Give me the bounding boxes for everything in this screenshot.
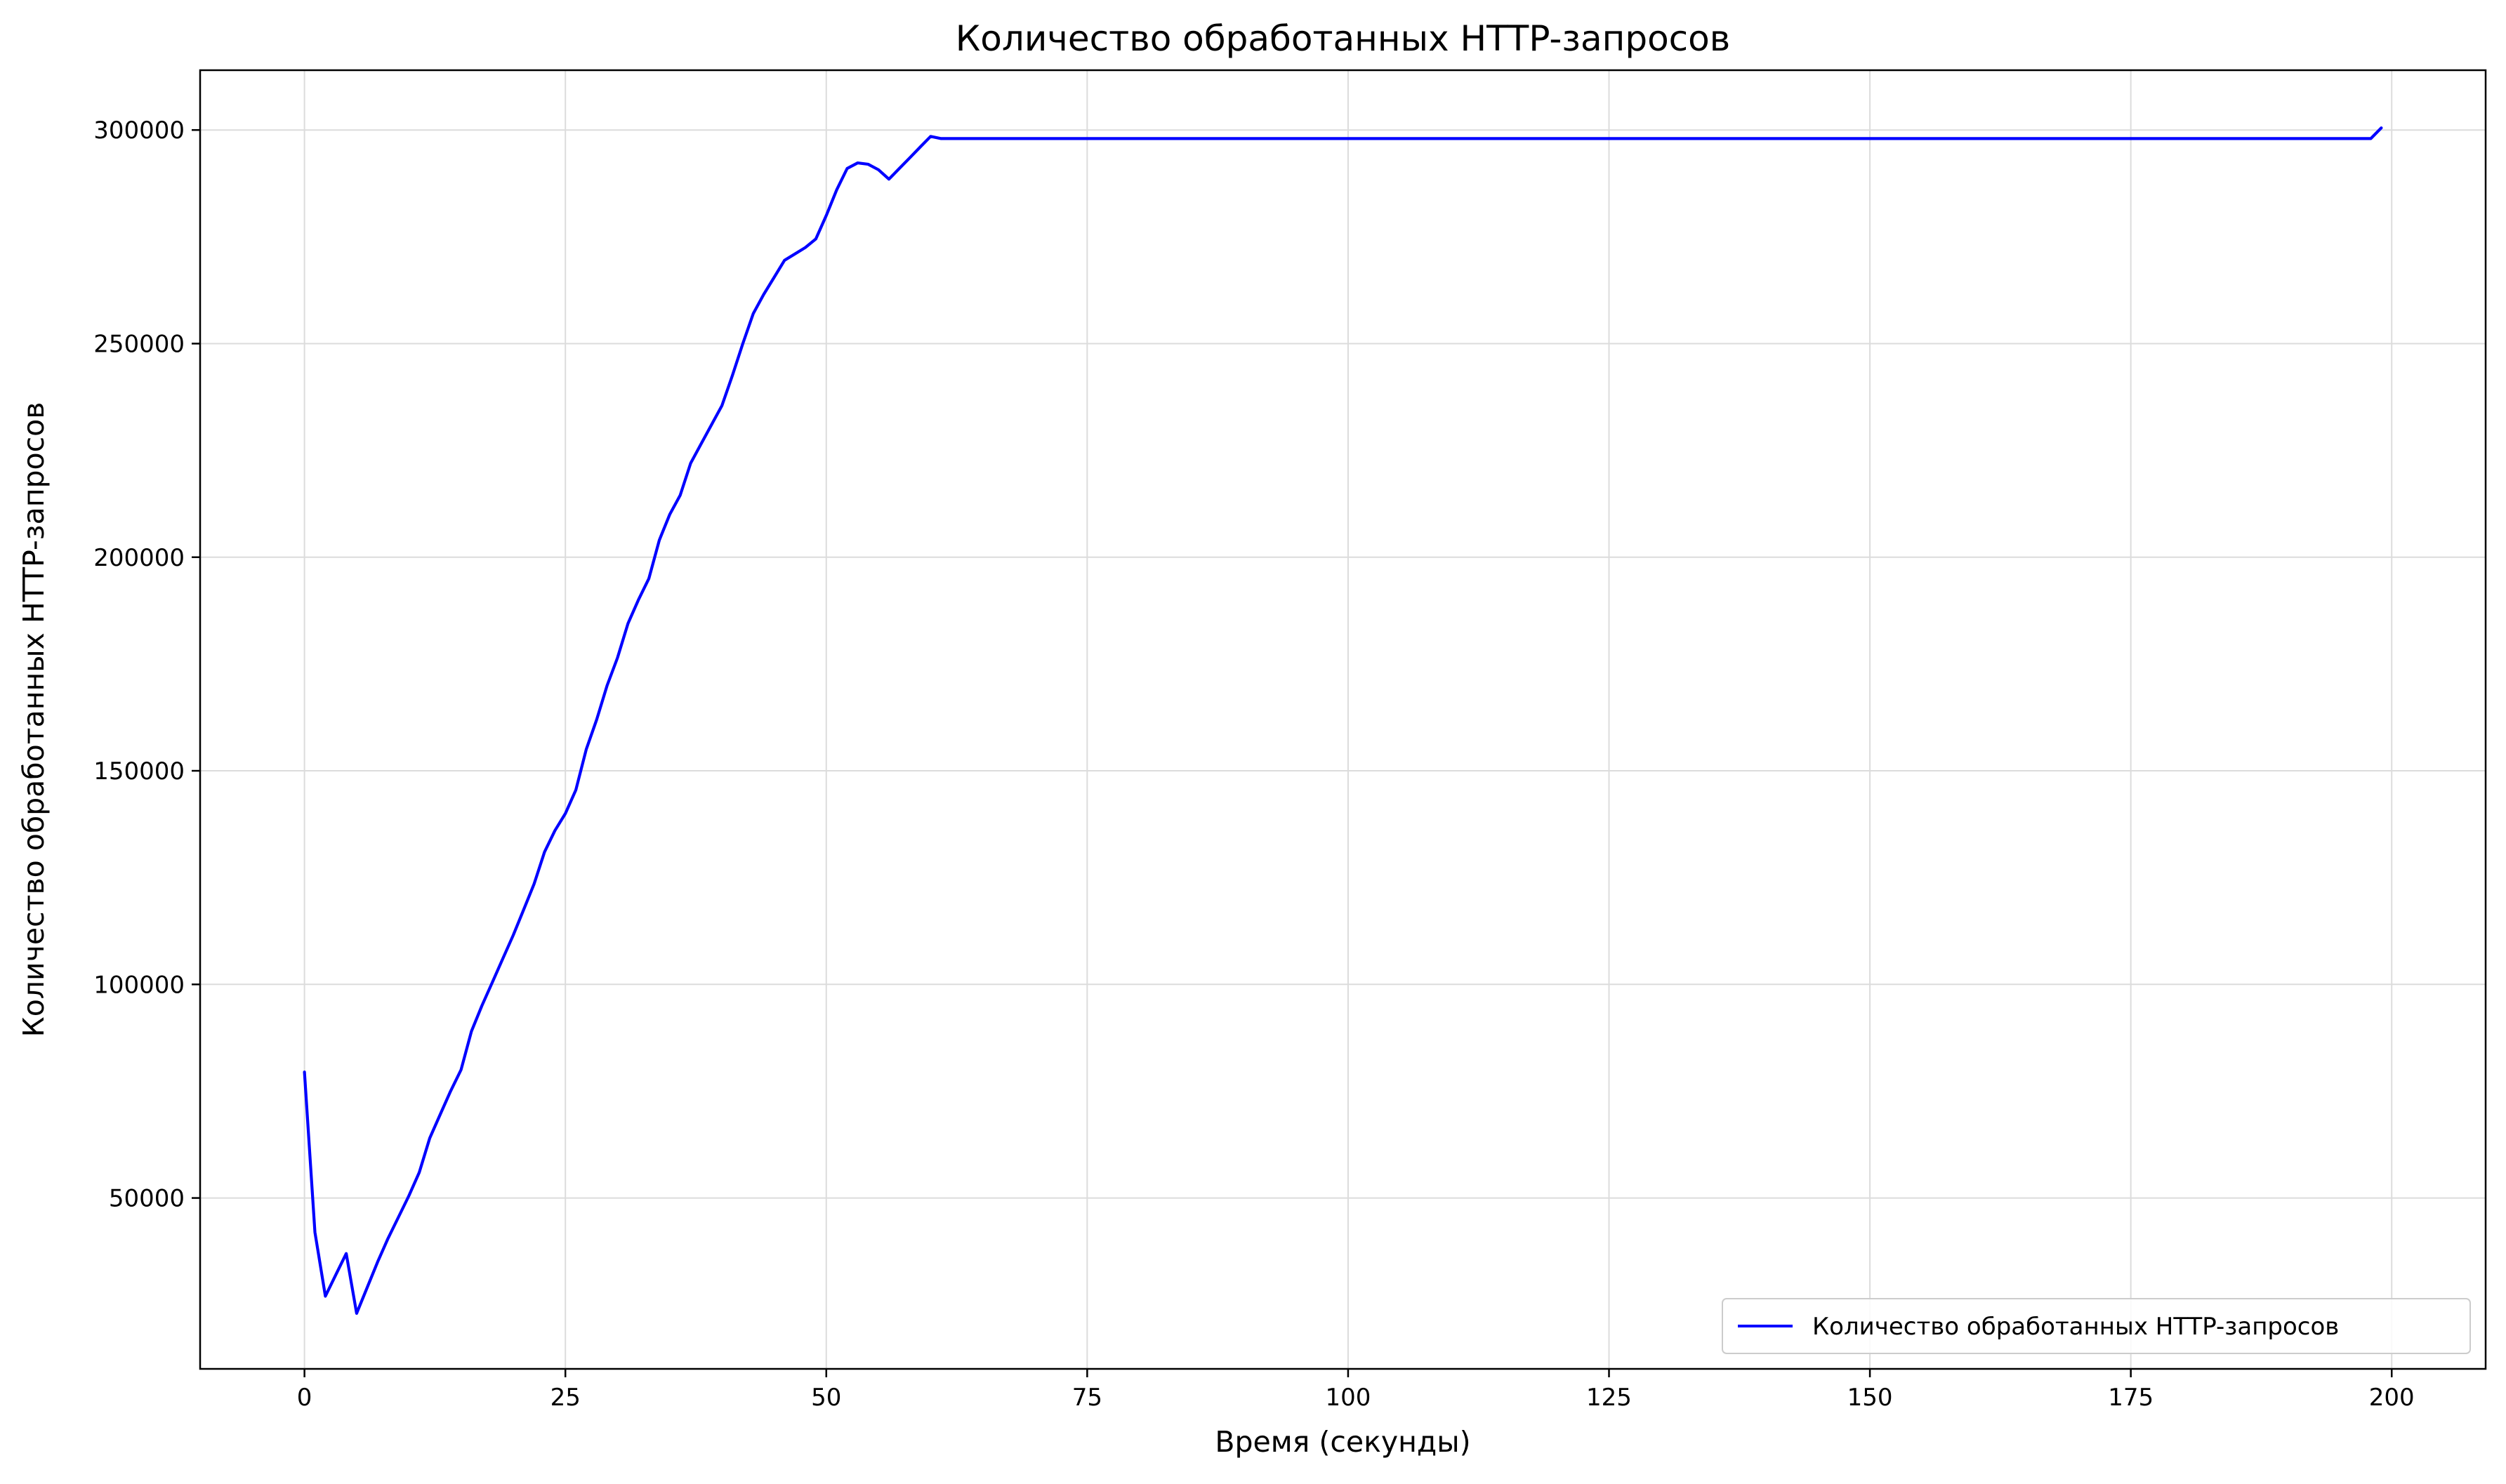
x-tick-label: 150: [1847, 1384, 1893, 1412]
y-tick-label: 200000: [93, 544, 185, 572]
y-tick-label: 50000: [109, 1185, 185, 1213]
y-tick-label: 250000: [93, 330, 185, 358]
x-tick-label: 25: [550, 1384, 581, 1412]
x-axis: 0 25 50 75 100 125 150 175 200: [297, 1369, 2415, 1412]
y-axis: 50000 100000 150000 200000 250000 300000: [93, 117, 200, 1213]
y-tick-label: 300000: [93, 117, 185, 145]
series-layer: [303, 126, 2383, 1315]
x-tick-label: 0: [297, 1384, 312, 1412]
x-tick-label: 200: [2369, 1384, 2415, 1412]
x-tick-label: 100: [1325, 1384, 1371, 1412]
legend-entry-label: Количество обработанных HTTP-запросов: [1812, 1313, 2339, 1341]
legend: Количество обработанных HTTP-запросов: [1722, 1298, 2471, 1354]
legend-box: [1722, 1298, 2471, 1354]
x-axis-title: Время (секунды): [1215, 1425, 1470, 1459]
plot-frame: [199, 69, 2487, 1370]
chart-title: Количество обработанных HTTP-запросов: [956, 18, 1730, 59]
series-line-0: [303, 126, 2383, 1315]
x-tick-label: 50: [811, 1384, 841, 1412]
x-tick-label: 175: [2108, 1384, 2154, 1412]
y-tick-label: 150000: [93, 757, 185, 786]
x-tick-label: 75: [1072, 1384, 1102, 1412]
x-tick-label: 125: [1586, 1384, 1632, 1412]
y-tick-label: 100000: [93, 971, 185, 999]
y-axis-title: Количество обработанных HTTP-запросов: [17, 402, 51, 1038]
